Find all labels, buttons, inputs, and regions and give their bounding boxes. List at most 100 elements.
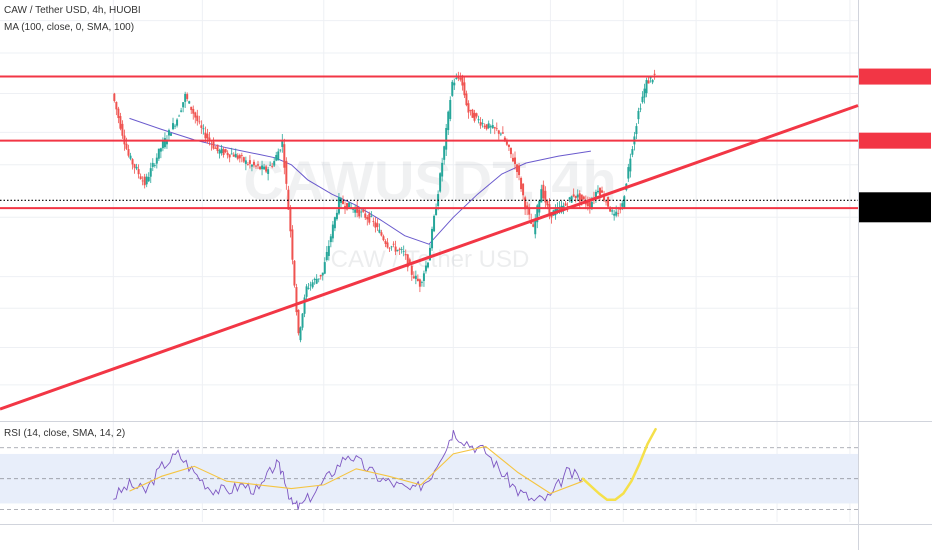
candle-body — [414, 275, 417, 279]
candle-body — [410, 265, 413, 275]
candle-body — [477, 119, 480, 121]
candle-body — [117, 108, 120, 119]
candle-body — [556, 207, 559, 213]
candle-body — [384, 240, 387, 244]
candle-body — [172, 123, 175, 130]
candle-body — [335, 212, 338, 220]
grid-lines — [0, 0, 858, 522]
candle-body — [315, 278, 318, 284]
candle-body — [639, 108, 642, 110]
candle-body — [406, 254, 409, 268]
candle-body — [295, 287, 298, 313]
level-price-tag — [859, 132, 931, 149]
candle-body — [176, 119, 179, 126]
candle-body — [184, 93, 187, 102]
candle-body — [651, 79, 654, 83]
candle-body — [479, 122, 482, 126]
candle-body — [333, 217, 336, 229]
candle-body — [495, 128, 498, 130]
candle-body — [503, 137, 506, 142]
rsi-layer — [0, 427, 858, 511]
candle-body — [649, 77, 652, 79]
candle-body — [344, 206, 347, 209]
candle-body — [346, 203, 349, 210]
candle-body — [538, 200, 541, 213]
candle-body — [617, 213, 620, 214]
candle-body — [208, 137, 211, 141]
candle-body — [143, 176, 146, 186]
candle-body — [240, 155, 243, 157]
candle-body — [590, 201, 593, 209]
candle-body — [368, 213, 371, 223]
candle-body — [141, 180, 144, 182]
candle-body — [287, 189, 290, 210]
candle-body — [273, 161, 276, 166]
candle-body — [244, 160, 247, 164]
candle-body — [402, 251, 405, 253]
candle-body — [514, 157, 517, 164]
levels-layer[interactable] — [0, 75, 859, 411]
candle-body — [576, 194, 579, 198]
candle-body — [285, 160, 288, 184]
candle-body — [275, 155, 278, 161]
candle-body — [242, 157, 245, 162]
candle-body — [169, 133, 172, 136]
candle-body — [151, 162, 154, 167]
trendline[interactable] — [0, 104, 859, 411]
candle-body — [536, 205, 539, 223]
candle-body — [596, 190, 599, 193]
candle-body — [594, 191, 597, 198]
candle-body — [443, 146, 446, 160]
candle-body — [447, 111, 450, 131]
candle-body — [507, 144, 510, 147]
candle-body — [572, 194, 575, 197]
symbol-legend[interactable]: CAW / Tether USD, 4h, HUOBI — [4, 5, 141, 16]
candle-body — [135, 166, 138, 169]
candle-body — [459, 77, 462, 80]
candle-body — [544, 190, 547, 203]
rsi-projection-curve[interactable] — [581, 427, 657, 501]
candle-body — [289, 206, 292, 232]
candle-body — [250, 164, 253, 167]
candle-body — [471, 109, 474, 118]
candle-body — [631, 149, 634, 155]
candle-body — [301, 313, 304, 328]
candle-body — [139, 176, 142, 180]
candle-body — [388, 247, 391, 249]
axes-layer — [859, 68, 931, 223]
candle-body — [509, 147, 512, 155]
candle-body — [481, 123, 484, 125]
candle-body — [206, 133, 209, 139]
candle-body — [528, 208, 531, 215]
candle-body — [499, 133, 502, 135]
candle-body — [404, 254, 407, 256]
candle-body — [445, 128, 448, 150]
candle-body — [265, 166, 268, 172]
candle-body — [601, 190, 604, 193]
ma-legend[interactable]: MA (100, close, 0, SMA, 100) — [4, 22, 135, 33]
candle-body — [147, 176, 150, 182]
candle-body — [113, 93, 116, 101]
candle-body — [611, 210, 614, 212]
candle-body — [491, 125, 494, 129]
rsi-legend[interactable]: RSI (14, close, SMA, 14, 2) — [4, 428, 126, 439]
rsi-ma-line — [129, 445, 583, 495]
candle-body — [232, 154, 235, 157]
candle-body — [323, 262, 326, 274]
candle-body — [394, 246, 397, 252]
candle-body — [520, 177, 523, 190]
candle-body — [163, 138, 166, 148]
candle-body — [257, 164, 260, 166]
candle-body — [455, 77, 458, 79]
candle-body — [261, 165, 264, 170]
candle-body — [121, 123, 124, 136]
candle-body — [475, 113, 478, 117]
candle-body — [137, 169, 140, 175]
candle-body — [366, 217, 369, 220]
candle-body — [386, 242, 389, 248]
candle-body — [627, 167, 630, 179]
candle-body — [337, 196, 340, 214]
candle-body — [483, 125, 486, 128]
